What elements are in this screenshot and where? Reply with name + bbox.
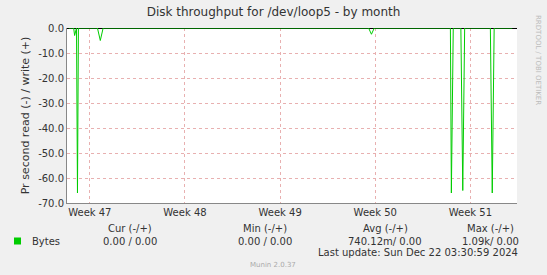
svg-text:Bytes: Bytes <box>32 236 60 247</box>
svg-text:-50.0: -50.0 <box>38 148 64 159</box>
svg-text:0.00 / 0.00: 0.00 / 0.00 <box>103 236 157 247</box>
svg-text:Avg (-/+): Avg (-/+) <box>363 223 408 234</box>
svg-text:Week 51: Week 51 <box>449 207 492 218</box>
svg-text:Max (-/+): Max (-/+) <box>467 223 514 234</box>
svg-text:Last update: Sun Dec 22 03:30:: Last update: Sun Dec 22 03:30:59 2024 <box>318 247 518 258</box>
svg-text:-30.0: -30.0 <box>38 98 64 109</box>
svg-text:-10.0: -10.0 <box>38 48 64 59</box>
svg-text:1.09k/ 0.00: 1.09k/ 0.00 <box>462 236 519 247</box>
svg-text:-60.0: -60.0 <box>38 173 64 184</box>
svg-text:-70.0: -70.0 <box>38 198 64 209</box>
svg-text:Pr second read (-) / write (+): Pr second read (-) / write (+) <box>19 37 32 195</box>
svg-text:Min (-/+): Min (-/+) <box>243 223 287 234</box>
svg-text:Disk throughput for /dev/loop5: Disk throughput for /dev/loop5 - by mont… <box>147 5 401 19</box>
svg-text:0.0: 0.0 <box>48 23 64 34</box>
svg-text:RRDTOOL / TOBI OETIKER: RRDTOOL / TOBI OETIKER <box>534 15 542 105</box>
svg-text:740.12m/ 0.00: 740.12m/ 0.00 <box>348 236 422 247</box>
svg-text:Week 50: Week 50 <box>354 207 397 218</box>
svg-text:Munin 2.0.37: Munin 2.0.37 <box>250 261 296 269</box>
svg-text:Week 47: Week 47 <box>68 207 111 218</box>
svg-text:Cur (-/+): Cur (-/+) <box>108 223 152 234</box>
svg-text:-40.0: -40.0 <box>38 123 64 134</box>
svg-text:0.00 / 0.00: 0.00 / 0.00 <box>238 236 292 247</box>
svg-text:Week 49: Week 49 <box>258 207 301 218</box>
svg-text:Week 48: Week 48 <box>163 207 206 218</box>
svg-text:-20.0: -20.0 <box>38 73 64 84</box>
